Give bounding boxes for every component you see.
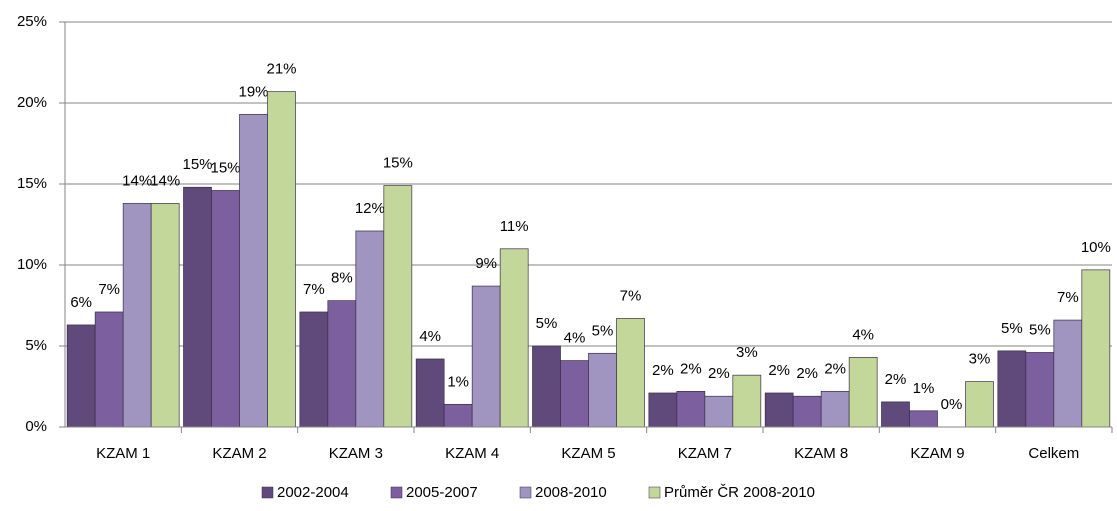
value-label: 6%	[70, 294, 92, 311]
bar	[267, 91, 296, 428]
bar	[150, 203, 180, 428]
x-tick-label: KZAM 5	[561, 445, 615, 462]
value-label: 4%	[852, 326, 874, 343]
bar	[704, 395, 734, 428]
bar	[415, 358, 445, 428]
bar	[443, 403, 473, 428]
bar	[327, 300, 357, 428]
bar	[997, 350, 1027, 428]
bar	[183, 186, 212, 428]
x-tick-label: KZAM 4	[445, 445, 499, 462]
value-label: 11%	[500, 218, 529, 235]
value-label: 12%	[355, 200, 385, 217]
bar	[881, 401, 910, 428]
y-tick-label: 20%	[17, 94, 47, 111]
bar	[299, 311, 329, 428]
x-tick-label: KZAM 2	[212, 445, 266, 462]
value-label: 10%	[1081, 239, 1111, 256]
value-label: 19%	[238, 83, 268, 100]
bar	[820, 391, 850, 428]
legend-swatch	[261, 486, 274, 499]
legend-label: 2005-2007	[406, 484, 478, 501]
bar	[1053, 319, 1083, 428]
value-label: 1%	[913, 380, 935, 397]
bar	[1081, 269, 1111, 428]
bar	[94, 311, 124, 428]
bar	[648, 392, 678, 428]
value-label: 5%	[1029, 321, 1051, 338]
legend-label: 2008-2010	[535, 484, 607, 501]
y-tick-label: 15%	[17, 175, 47, 192]
value-label: 2%	[768, 362, 790, 379]
x-tick-label: Celkem	[1028, 445, 1079, 462]
bar	[355, 230, 385, 428]
value-label: 2%	[708, 365, 730, 382]
legend-swatch	[390, 486, 403, 499]
value-label: 3%	[969, 351, 991, 368]
y-tick-label: 25%	[17, 13, 47, 30]
y-tick-label: 10%	[17, 256, 47, 273]
bar	[383, 185, 413, 428]
bar	[848, 356, 878, 428]
value-label: 5%	[1001, 320, 1023, 337]
value-label: 7%	[303, 281, 325, 298]
bar	[499, 248, 529, 428]
x-tick-label: KZAM 8	[794, 445, 848, 462]
bar	[588, 352, 617, 428]
value-label: 14%	[150, 172, 180, 189]
value-label: 14%	[122, 172, 152, 189]
value-label: 2%	[796, 365, 818, 382]
value-label: 2%	[680, 360, 702, 377]
bar	[239, 113, 268, 428]
bar	[122, 203, 152, 428]
y-tick-label: 5%	[25, 337, 47, 354]
value-label: 8%	[331, 270, 353, 287]
legend-swatch	[648, 486, 661, 499]
bar	[560, 360, 589, 428]
bar	[732, 374, 762, 428]
value-label: 4%	[419, 328, 441, 345]
value-label: 2%	[885, 371, 907, 388]
bar	[764, 392, 794, 428]
bar	[471, 285, 501, 428]
y-tick-label: 0%	[25, 418, 47, 435]
value-label: 15%	[182, 156, 212, 173]
value-label: 5%	[592, 322, 614, 339]
value-label: 15%	[383, 155, 413, 172]
legend-swatch	[519, 486, 532, 499]
bar	[676, 391, 706, 428]
bar	[532, 345, 561, 428]
value-label: 7%	[1057, 289, 1079, 306]
value-label: 3%	[736, 344, 758, 361]
legend-label: Průměr ČR 2008-2010	[664, 484, 815, 501]
bar	[1025, 352, 1055, 428]
bar	[211, 190, 240, 428]
value-label: 7%	[620, 287, 642, 304]
value-label: 9%	[475, 255, 497, 272]
bar	[792, 395, 822, 428]
value-label: 7%	[98, 281, 120, 298]
x-tick-label: KZAM 3	[329, 445, 383, 462]
value-label: 21%	[266, 61, 296, 78]
value-label: 5%	[536, 315, 558, 332]
value-label: 0%	[941, 396, 963, 413]
legend-label: 2002-2004	[277, 484, 349, 501]
x-tick-label: KZAM 1	[96, 445, 150, 462]
value-label: 15%	[210, 159, 240, 176]
x-tick-label: KZAM 9	[910, 445, 964, 462]
value-label: 1%	[447, 373, 469, 390]
value-label: 4%	[564, 330, 586, 347]
value-label: 2%	[652, 362, 674, 379]
bar	[909, 410, 938, 428]
value-label: 2%	[824, 360, 846, 377]
bar	[616, 318, 645, 428]
bar	[965, 381, 994, 428]
x-tick-label: KZAM 7	[678, 445, 732, 462]
bar	[66, 324, 96, 428]
